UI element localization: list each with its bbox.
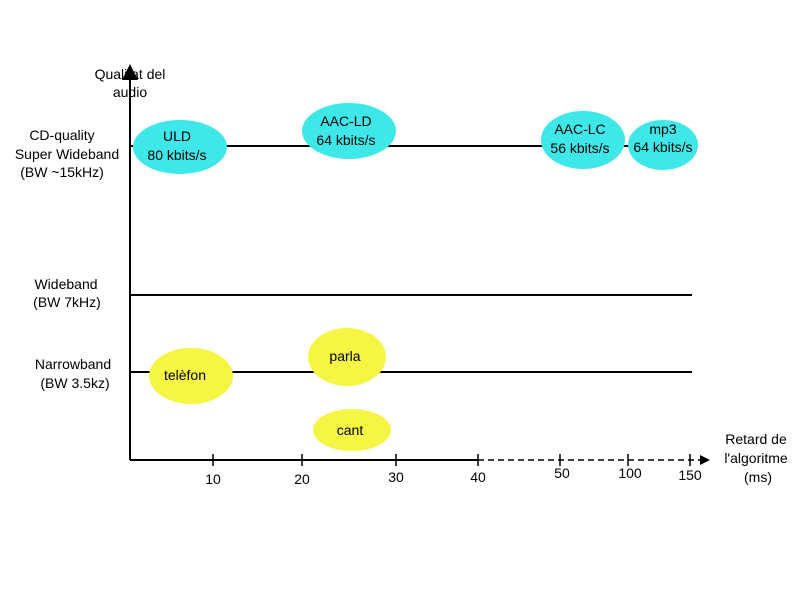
x-tick-label-50: 50 <box>554 465 570 481</box>
y-axis-title: Qualitat del audio <box>95 66 166 100</box>
usage-telefon: telèfon <box>149 348 233 404</box>
codec-aac-lc-bitrate: 56 kbits/s <box>550 140 609 156</box>
codec-aac-lc: AAC-LC 56 kbits/s <box>541 111 625 169</box>
level-label-wideband: Wideband (BW 7kHz) <box>33 276 101 310</box>
level-label-cd-line-1: CD-quality <box>29 127 94 143</box>
codec-aac-lc-name: AAC-LC <box>554 121 605 137</box>
codec-mp3: mp3 64 kbits/s <box>628 120 698 170</box>
x-axis-title-line-1: Retard de <box>725 431 787 447</box>
codec-mp3-name: mp3 <box>649 121 676 137</box>
x-tick-marks <box>212 454 691 466</box>
usage-telefon-bubble <box>149 348 233 404</box>
codec-aac-ld-bubble <box>302 103 396 159</box>
codec-uld: ULD 80 kbits/s <box>133 120 227 174</box>
usage-telefon-label: telèfon <box>164 367 206 383</box>
x-tick-label-150: 150 <box>678 467 702 483</box>
x-tick-label-40: 40 <box>470 469 486 485</box>
usage-parla-bubble <box>308 328 386 386</box>
x-tick-label-30: 30 <box>388 469 404 485</box>
level-label-cd-line-3: (BW ~15kHz) <box>20 164 104 180</box>
level-label-wideband-line-2: (BW 7kHz) <box>33 294 101 310</box>
usage-cant-label: cant <box>337 422 364 438</box>
level-label-cd: CD-quality Super Wideband (BW ~15kHz) <box>15 127 119 180</box>
y-axis-title-line-1: Qualitat del <box>95 66 166 82</box>
level-label-wideband-line-1: Wideband <box>34 276 97 292</box>
x-axis-title-line-3: (ms) <box>744 469 772 485</box>
codec-mp3-bubble <box>628 120 698 170</box>
x-axis-arrowhead <box>700 455 710 465</box>
codec-mp3-bitrate: 64 kbits/s <box>633 139 692 155</box>
codec-aac-lc-bubble <box>541 111 625 169</box>
codec-uld-bubble <box>133 120 227 174</box>
usage-parla-label: parla <box>329 348 360 364</box>
usage-cant: cant <box>313 409 391 451</box>
usage-cant-bubble <box>313 409 391 451</box>
level-label-narrowband-line-2: (BW 3.5kz) <box>40 375 109 391</box>
codec-aac-ld: AAC-LD 64 kbits/s <box>302 103 396 159</box>
x-tick-label-10: 10 <box>205 471 221 487</box>
level-label-cd-line-2: Super Wideband <box>15 146 119 162</box>
y-axis-title-line-2: audio <box>113 84 147 100</box>
x-tick-label-20: 20 <box>294 471 310 487</box>
x-tick-labels: 10 20 30 40 50 100 150 <box>205 465 702 487</box>
x-tick-label-100: 100 <box>618 465 642 481</box>
codec-uld-name: ULD <box>163 128 191 144</box>
codec-uld-bitrate: 80 kbits/s <box>147 147 206 163</box>
codec-aac-ld-name: AAC-LD <box>320 113 371 129</box>
level-label-narrowband-line-1: Narrowband <box>35 356 111 372</box>
x-axis-title: Retard de l'algoritme (ms) <box>724 431 788 485</box>
codec-aac-ld-bitrate: 64 kbits/s <box>316 132 375 148</box>
usage-parla: parla <box>308 328 386 386</box>
level-label-narrowband: Narrowband (BW 3.5kz) <box>35 356 111 391</box>
x-axis-title-line-2: l'algoritme <box>724 450 788 466</box>
